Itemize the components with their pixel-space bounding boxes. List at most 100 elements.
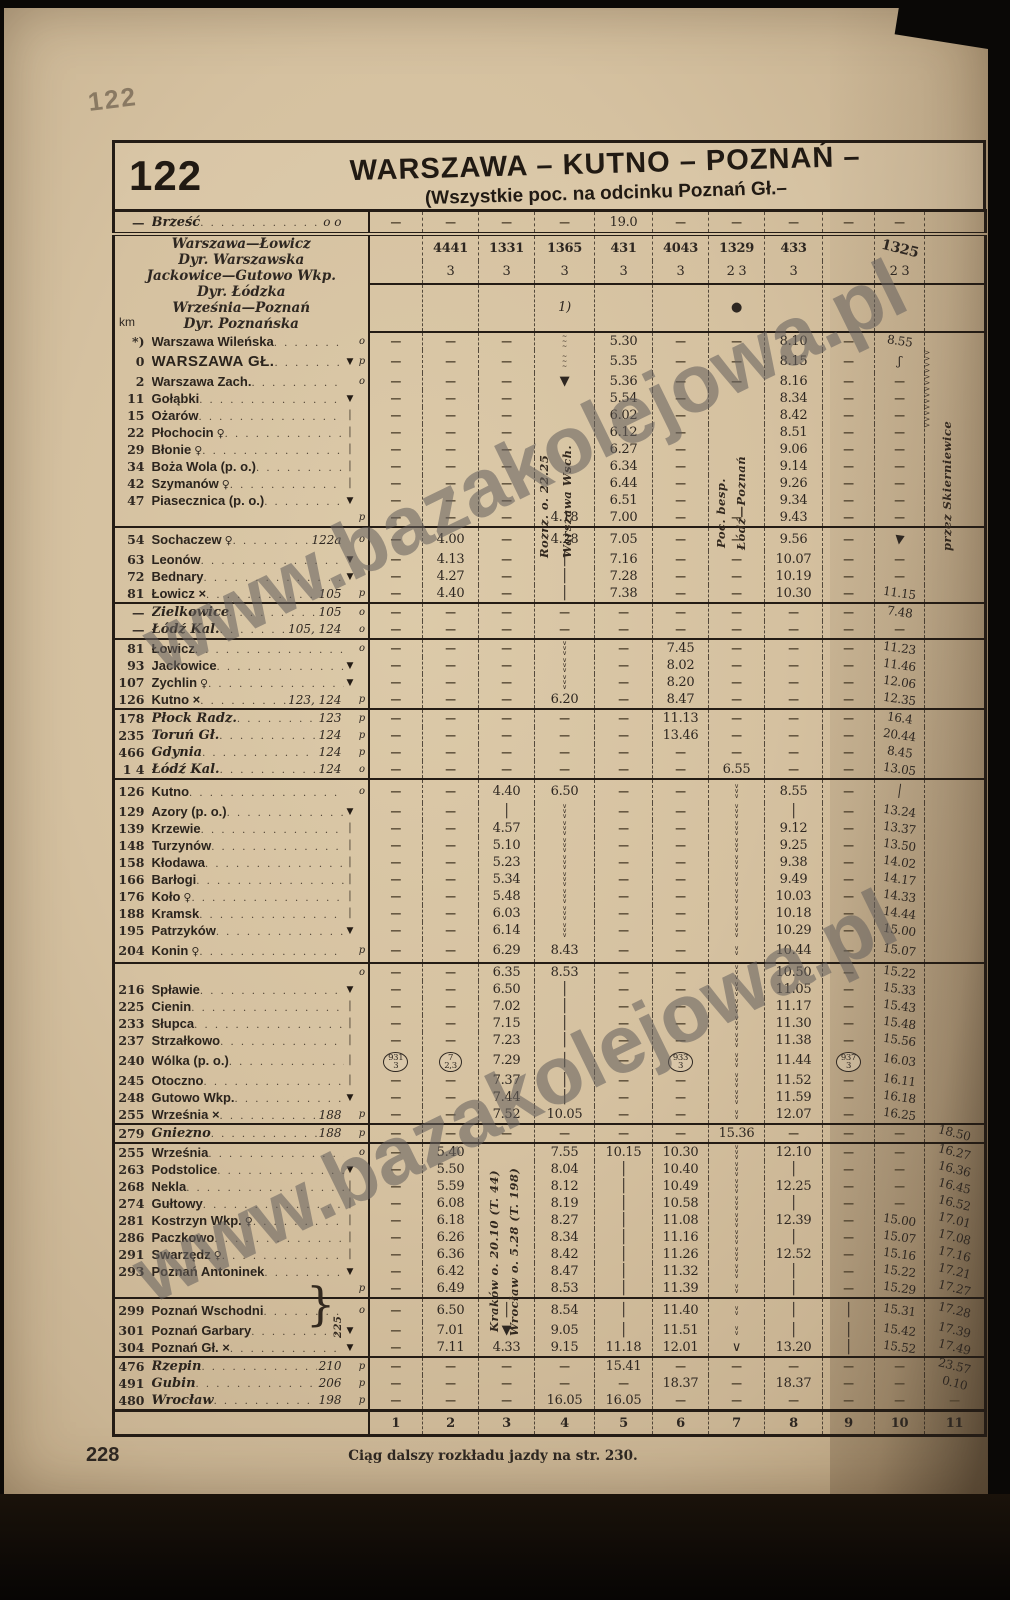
station-cell: Września. . . . . . . . . . . . . . . . … [148, 1143, 344, 1161]
time-cell: 9.34 [764, 492, 823, 509]
time-cell: — [422, 998, 479, 1015]
dot-leader: . . . . . . . . . . . . . . . . . . . . … [208, 1149, 343, 1160]
time-cell: — [822, 1032, 875, 1049]
direction-marker: │ [347, 1055, 353, 1066]
arrival-departure-marker: o [356, 373, 370, 390]
dot-leader: . . . . . . . . . . . . . . . . . . . . … [274, 358, 343, 369]
station-name: Łowicz × [151, 586, 207, 601]
station-name: Ożarów [151, 408, 199, 423]
time-cell: — [652, 888, 709, 905]
arrival-departure-marker: p [356, 691, 370, 710]
time-cell: — [594, 1032, 653, 1049]
time-cell: 5.36 [594, 373, 653, 390]
station-cell: Szymanów♀. . . . . . . . . . . . . . . .… [148, 475, 344, 492]
time-cell: 937 3 [822, 1049, 875, 1072]
time-cell: ▼ [874, 527, 925, 551]
time-cell: — [708, 1357, 765, 1375]
time-cell: — [367, 1263, 423, 1280]
arrival-departure-marker: o [356, 603, 370, 621]
time-cell: — [874, 509, 925, 528]
station-cell: Słupca. . . . . . . . . . . . . . . . . … [148, 1015, 344, 1032]
dot-leader: . . . . . . . . . . . . . . . . . . . . … [199, 395, 343, 406]
time-cell: │ [534, 1049, 595, 1072]
time-cell: — [534, 744, 595, 761]
direction-marker [344, 373, 357, 390]
train-class: 3 [652, 261, 709, 285]
time-cell: │ [822, 1322, 875, 1339]
footer-spacer [113, 1409, 369, 1436]
time-cell: — [367, 1124, 423, 1144]
km-value: 216 [118, 982, 145, 997]
time-cell: — [652, 939, 709, 964]
time-cell: — [367, 551, 423, 568]
time-cell: │ [594, 1322, 653, 1339]
time-cell: 8.47 [652, 691, 709, 710]
direction-marker: │ [347, 444, 353, 455]
station-name: Strzałkowo [151, 1033, 221, 1048]
time-cell: ∨ ∨ ∨ [708, 922, 765, 939]
km-value: 281 [118, 1213, 145, 1228]
time-cell: — [422, 727, 479, 744]
timetable-grid: —Brześć. . . . . . . . . . . . . . . . .… [112, 209, 987, 1437]
time-cell: — [822, 492, 875, 509]
time-cell: ∨ ∨ ∨ [708, 837, 765, 854]
time-cell: — [652, 871, 709, 888]
km-value: 63 [127, 552, 145, 567]
time-cell: 6.50 [422, 1298, 479, 1322]
station-cell: Toruń Gł.. . . . . . . . . . . . . . . .… [148, 727, 344, 744]
buffet-icon: ♀ [213, 1249, 222, 1262]
time-cell: 16.03 [874, 1049, 925, 1072]
time-cell: 11.05 [764, 981, 823, 998]
station-name: WARSZAWA GŁ. [151, 353, 275, 370]
station-row: *)Warszawa Wileńska. . . . . . . . . . .… [114, 332, 986, 350]
train-bubble: 937 3 [835, 1052, 862, 1072]
time-cell: 4.40 [478, 779, 535, 803]
time-cell: 8.19 [534, 1195, 595, 1212]
time-cell: — [822, 691, 875, 710]
time-cell: 6.36 [422, 1246, 479, 1263]
dot-leader: . . . . . . . . . . . . . . . . . . . . … [213, 1396, 317, 1407]
time-cell: — [652, 350, 709, 373]
time-cell: 8.34 [534, 1229, 595, 1246]
time-cell: — [422, 922, 479, 939]
direction-marker: │ [347, 478, 353, 489]
time-cell: — [422, 407, 479, 424]
time-cell: — [764, 1357, 823, 1375]
km-value: 148 [118, 838, 145, 853]
time-cell [924, 210, 986, 236]
time-cell: │ [478, 1298, 535, 1322]
time-cell: 17.21 [924, 1263, 986, 1280]
time-cell: — [764, 674, 823, 691]
time-cell: │ [764, 1161, 823, 1178]
time-cell: — [822, 981, 875, 998]
time-cell: 8.42 [534, 1246, 595, 1263]
time-cell [924, 509, 986, 528]
time-cell: — [367, 1229, 423, 1246]
time-cell: — [478, 424, 535, 441]
time-cell: 7.38 [594, 585, 653, 604]
time-cell: — [822, 1263, 875, 1280]
time-cell: │ [534, 551, 595, 568]
dot-leader: . . . . . . . . . . . . . . . . . . . . … [234, 1094, 344, 1105]
time-cell: — [594, 963, 653, 981]
time-cell: — [534, 1357, 595, 1375]
time-cell: 23.57 [924, 1357, 986, 1375]
time-cell: 15.48 [874, 1015, 925, 1032]
time-cell: ∨ ∨ ∨ [708, 963, 765, 981]
time-cell: — [422, 939, 479, 964]
time-cell: — [822, 1212, 875, 1229]
time-cell: 15.43 [874, 998, 925, 1015]
dot-leader: . . . . . . . . . . . . . . . . . . . . … [263, 1307, 343, 1318]
time-cell: — [594, 639, 653, 657]
km-value: 188 [118, 906, 145, 921]
time-cell [478, 1246, 535, 1263]
column-number: 5 [594, 1409, 653, 1436]
time-cell: ∨ ∨ ∨ [708, 1212, 765, 1229]
time-cell: — [422, 1072, 479, 1089]
km-value: 466 [118, 745, 145, 760]
time-cell: 11.51 [652, 1322, 709, 1339]
